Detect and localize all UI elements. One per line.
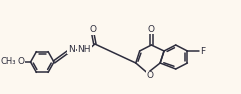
- Text: O: O: [17, 58, 24, 66]
- Text: CH₃: CH₃: [0, 58, 16, 66]
- Text: O: O: [148, 25, 155, 33]
- Text: O: O: [147, 72, 154, 80]
- Text: O: O: [89, 25, 96, 34]
- Text: F: F: [201, 47, 206, 55]
- Text: N: N: [68, 44, 75, 53]
- Text: NH: NH: [77, 45, 91, 55]
